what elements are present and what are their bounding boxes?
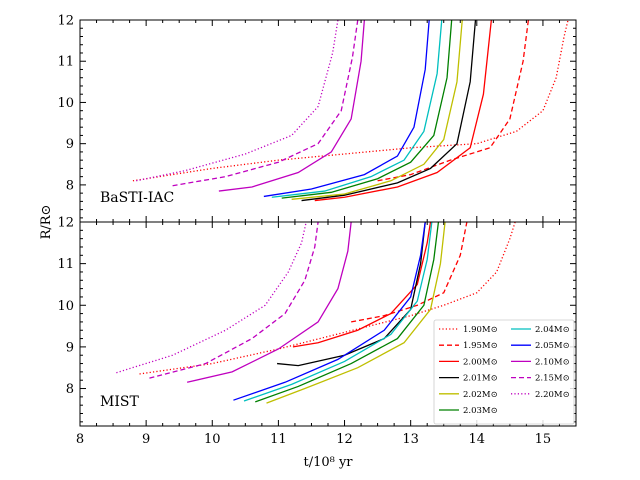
- legend-label: 1.90M⊙: [463, 325, 498, 335]
- legend-label: 2.03M⊙: [463, 406, 498, 416]
- series-1.95: [377, 20, 530, 182]
- y-tick-label: 8: [66, 382, 74, 397]
- y-tick-label: 9: [66, 340, 74, 355]
- legend-label: 2.10M⊙: [535, 357, 570, 367]
- series-2.05: [233, 222, 426, 401]
- series-2.02: [266, 222, 446, 404]
- legend-label: 2.15M⊙: [535, 374, 570, 384]
- series-2.03: [281, 20, 453, 199]
- x-tick-label: 10: [204, 432, 221, 447]
- x-tick-label: 12: [336, 432, 353, 447]
- series-1.95: [351, 222, 468, 323]
- series-2.01: [277, 222, 426, 367]
- x-tick-label: 13: [402, 432, 419, 447]
- series-2.04: [243, 222, 433, 402]
- y-tick-label: 12: [57, 216, 74, 231]
- series-2.04: [271, 20, 443, 198]
- series-2.01: [301, 20, 477, 202]
- series-2.15: [149, 222, 319, 379]
- series-group: [132, 20, 569, 202]
- legend-label: 2.04M⊙: [535, 325, 570, 335]
- y-tick-label: 12: [57, 14, 74, 29]
- x-tick-label: 9: [142, 432, 150, 447]
- x-tick-label: 11: [270, 432, 287, 447]
- x-tick-label: 8: [76, 432, 84, 447]
- y-tick-label: 11: [57, 55, 74, 70]
- series-2.10: [186, 222, 352, 383]
- legend: 1.90M⊙ 1.95M⊙ 2.00M⊙ 2.01M⊙ 2.02M⊙ 2.03M⊙ 2.04…: [433, 319, 575, 425]
- series-2.02: [291, 20, 463, 200]
- legend-label: 2.00M⊙: [463, 357, 498, 367]
- legend-label: 2.01M⊙: [463, 374, 498, 384]
- legend-label: 1.95M⊙: [463, 341, 498, 351]
- y-axis-label: R/R⊙: [39, 205, 54, 240]
- series-group: [116, 222, 516, 404]
- legend-label: 2.05M⊙: [535, 341, 570, 351]
- y-tick-label: 9: [66, 137, 74, 152]
- series-2.20: [116, 222, 307, 374]
- panel-label: MIST: [100, 394, 139, 410]
- series-2.00: [314, 20, 492, 202]
- series-2.10: [218, 20, 366, 192]
- series-2.03: [255, 222, 440, 403]
- y-tick-label: 8: [66, 178, 74, 193]
- series-2.00: [292, 222, 432, 348]
- legend-box: [433, 319, 575, 425]
- x-tick-label: 15: [535, 432, 552, 447]
- y-tick-label: 10: [57, 299, 74, 314]
- legend-label: 2.20M⊙: [535, 390, 570, 400]
- series-2.05: [263, 20, 430, 198]
- x-tick-label: 14: [469, 432, 486, 447]
- series-1.90: [132, 20, 569, 182]
- series-2.15: [172, 20, 359, 187]
- series-2.20: [136, 20, 339, 182]
- panel-label: BaSTI-IAC: [100, 190, 174, 206]
- y-tick-label: 10: [57, 96, 74, 111]
- panel-basti-iac: 8 9 10 11 12 BaSTI-IAC: [57, 14, 577, 223]
- y-tick-label: 11: [57, 257, 74, 272]
- x-axis-label: t/10⁸ yr: [303, 455, 353, 470]
- legend-label: 2.02M⊙: [463, 390, 498, 400]
